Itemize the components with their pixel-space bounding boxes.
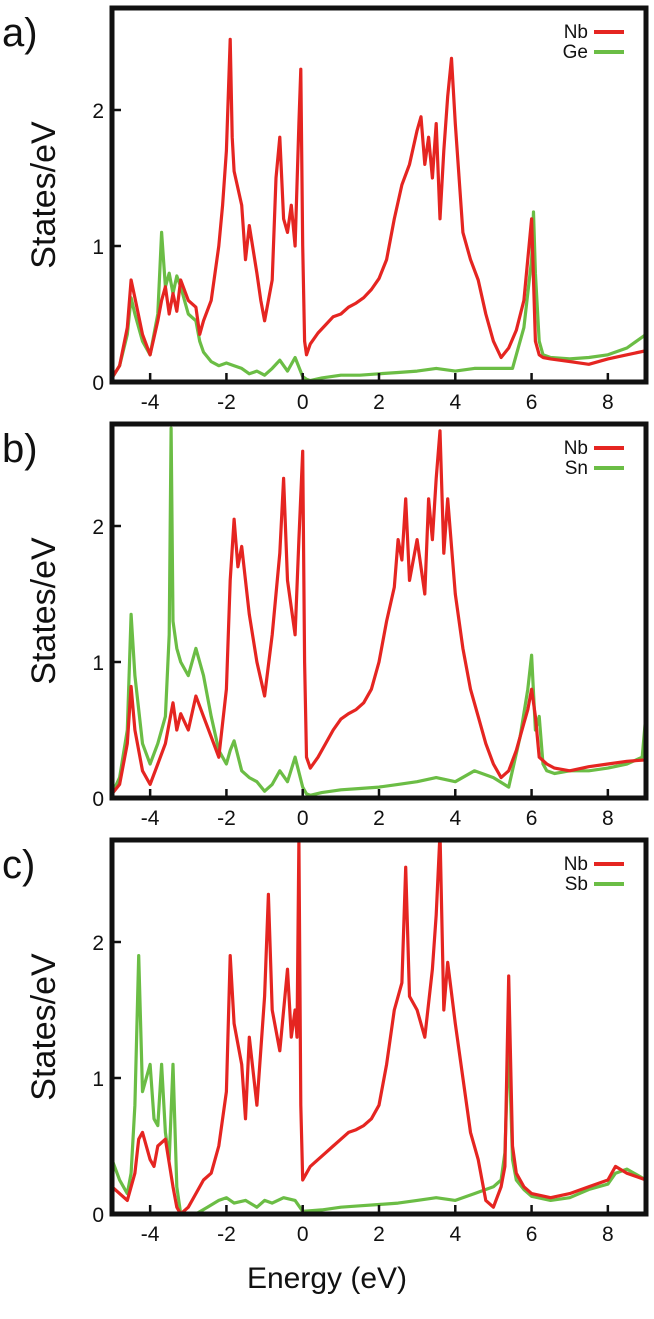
series-line-sn [112, 426, 646, 797]
series-line-nb [112, 840, 646, 1214]
x-tick-label: -4 [141, 807, 160, 830]
y-tick-label: 0 [92, 788, 104, 811]
series-line-nb [112, 37, 646, 380]
x-tick-label: 0 [297, 1223, 309, 1246]
legend-label-sn: Sn [565, 458, 588, 479]
x-tick-label: -4 [141, 1223, 160, 1246]
y-tick-label: 1 [92, 1068, 104, 1091]
x-tick-label: 6 [526, 391, 538, 414]
x-tick-label: 4 [449, 807, 461, 830]
x-tick-label: 4 [449, 391, 461, 414]
x-tick-label: 8 [602, 807, 614, 830]
x-tick-label: 8 [602, 391, 614, 414]
x-tick-label: 6 [526, 1223, 538, 1246]
x-tick-label: 8 [602, 1223, 614, 1246]
x-tick-label: -2 [217, 807, 236, 830]
x-tick-label: 2 [373, 391, 385, 414]
panel-label: b) [2, 427, 38, 471]
series-line-sb [112, 954, 646, 1214]
x-tick-label: -2 [217, 1223, 236, 1246]
legend-label-nb: Nb [564, 854, 588, 875]
plot-frame [109, 5, 649, 385]
x-tick-label: 2 [373, 1223, 385, 1246]
x-tick-label: -2 [217, 391, 236, 414]
x-axis-label: Energy (eV) [246, 1262, 408, 1295]
legend-label-sb: Sb [565, 874, 588, 895]
x-tick-label: 0 [297, 391, 309, 414]
y-tick-label: 0 [92, 1204, 104, 1227]
legend-label-ge: Ge [563, 42, 588, 63]
y-tick-label: 2 [92, 100, 104, 123]
x-tick-label: 2 [373, 807, 385, 830]
x-tick-label: -4 [141, 391, 160, 414]
x-axis-label-container: Energy (eV) [0, 1262, 654, 1296]
series-line-nb [112, 429, 646, 796]
x-tick-label: 0 [297, 807, 309, 830]
series-line-ge [112, 210, 646, 382]
plot-frame [109, 421, 649, 801]
x-tick-label: 4 [449, 1223, 461, 1246]
y-axis-label: States/eV [25, 953, 63, 1101]
y-tick-label: 0 [92, 372, 104, 395]
y-tick-label: 2 [92, 932, 104, 955]
y-tick-label: 1 [92, 236, 104, 259]
legend-label-nb: Nb [564, 438, 588, 459]
plot-frame [109, 837, 649, 1217]
y-tick-label: 2 [92, 516, 104, 539]
y-axis-label: States/eV [25, 121, 63, 269]
y-tick-label: 1 [92, 652, 104, 675]
legend-label-nb: Nb [564, 22, 588, 43]
panel-label: a) [2, 11, 38, 55]
y-axis-label: States/eV [25, 537, 63, 685]
panel-label: c) [2, 843, 35, 887]
x-tick-label: 6 [526, 807, 538, 830]
